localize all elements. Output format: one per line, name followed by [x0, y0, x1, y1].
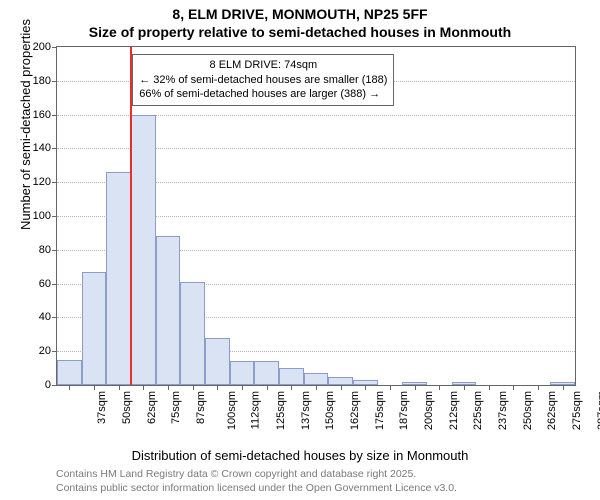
- bar: [230, 361, 255, 385]
- x-tick-label: 225sqm: [472, 391, 484, 430]
- x-tick-label: 100sqm: [226, 391, 238, 430]
- bar: [156, 236, 181, 385]
- x-tick-label: 212sqm: [448, 391, 460, 430]
- x-tick-mark: [390, 385, 391, 390]
- annotation-line: 8 ELM DRIVE: 74sqm: [139, 58, 387, 73]
- x-tick-mark: [439, 385, 440, 390]
- x-tick-label: 62sqm: [146, 391, 158, 424]
- x-tick-mark: [365, 385, 366, 390]
- chart-title-line2: Size of property relative to semi-detach…: [0, 24, 600, 40]
- x-tick-mark: [69, 385, 70, 390]
- x-tick-label: 275sqm: [571, 391, 583, 430]
- annotation-line: 66% of semi-detached houses are larger (…: [139, 87, 387, 102]
- x-tick-mark: [563, 385, 564, 390]
- x-tick-label: 262sqm: [546, 391, 558, 430]
- footer-copyright-line1: Contains HM Land Registry data © Crown c…: [56, 468, 416, 480]
- x-tick-mark: [538, 385, 539, 390]
- y-tick-label: 160: [33, 109, 51, 121]
- footer-copyright-line2: Contains public sector information licen…: [56, 482, 457, 494]
- x-tick-label: 75sqm: [170, 391, 182, 424]
- x-tick-mark: [513, 385, 514, 390]
- plot-area: 02040608010012014016018020037sqm50sqm62s…: [56, 46, 576, 386]
- x-tick-label: 162sqm: [349, 391, 361, 430]
- x-tick-mark: [94, 385, 95, 390]
- x-tick-mark: [291, 385, 292, 390]
- y-tick-label: 0: [45, 379, 51, 391]
- x-tick-label: 150sqm: [324, 391, 336, 430]
- y-tick-mark: [52, 385, 57, 386]
- y-tick-label: 20: [39, 345, 51, 357]
- x-tick-mark: [143, 385, 144, 390]
- x-tick-label: 37sqm: [96, 391, 108, 424]
- annotation-line: ← 32% of semi-detached houses are smalle…: [139, 73, 387, 88]
- bar: [131, 115, 156, 385]
- bar: [205, 338, 230, 385]
- x-tick-mark: [415, 385, 416, 390]
- x-tick-label: 87sqm: [195, 391, 207, 424]
- x-tick-mark: [316, 385, 317, 390]
- x-tick-label: 187sqm: [398, 391, 410, 430]
- chart-container: 8, ELM DRIVE, MONMOUTH, NP25 5FF Size of…: [0, 0, 600, 500]
- x-tick-label: 137sqm: [300, 391, 312, 430]
- x-tick-label: 287sqm: [596, 391, 600, 430]
- y-tick-label: 180: [33, 75, 51, 87]
- y-tick-label: 140: [33, 142, 51, 154]
- x-tick-label: 200sqm: [423, 391, 435, 430]
- x-tick-mark: [119, 385, 120, 390]
- x-tick-mark: [217, 385, 218, 390]
- bar: [57, 360, 82, 385]
- x-tick-label: 250sqm: [522, 391, 534, 430]
- bar: [279, 368, 304, 385]
- x-tick-mark: [341, 385, 342, 390]
- x-tick-label: 50sqm: [121, 391, 133, 424]
- x-tick-label: 112sqm: [250, 391, 262, 429]
- x-tick-mark: [193, 385, 194, 390]
- bar: [82, 272, 107, 385]
- y-tick-label: 200: [33, 41, 51, 53]
- x-tick-mark: [168, 385, 169, 390]
- y-tick-label: 120: [33, 176, 51, 188]
- chart-title-line1: 8, ELM DRIVE, MONMOUTH, NP25 5FF: [0, 6, 600, 22]
- y-tick-label: 80: [39, 244, 51, 256]
- x-tick-mark: [267, 385, 268, 390]
- bar: [304, 373, 329, 385]
- y-axis-label: Number of semi-detached properties: [18, 19, 33, 230]
- x-tick-mark: [242, 385, 243, 390]
- bar: [180, 282, 205, 385]
- annotation-box: 8 ELM DRIVE: 74sqm← 32% of semi-detached…: [132, 54, 394, 107]
- bar: [328, 377, 353, 385]
- x-tick-label: 237sqm: [497, 391, 509, 430]
- y-tick-label: 60: [39, 278, 51, 290]
- bar: [106, 172, 131, 385]
- x-axis-label: Distribution of semi-detached houses by …: [0, 448, 600, 463]
- x-tick-mark: [464, 385, 465, 390]
- bar: [254, 361, 279, 385]
- x-tick-mark: [489, 385, 490, 390]
- x-tick-label: 175sqm: [374, 391, 386, 430]
- y-tick-label: 100: [33, 210, 51, 222]
- y-tick-label: 40: [39, 311, 51, 323]
- x-tick-label: 125sqm: [275, 391, 287, 430]
